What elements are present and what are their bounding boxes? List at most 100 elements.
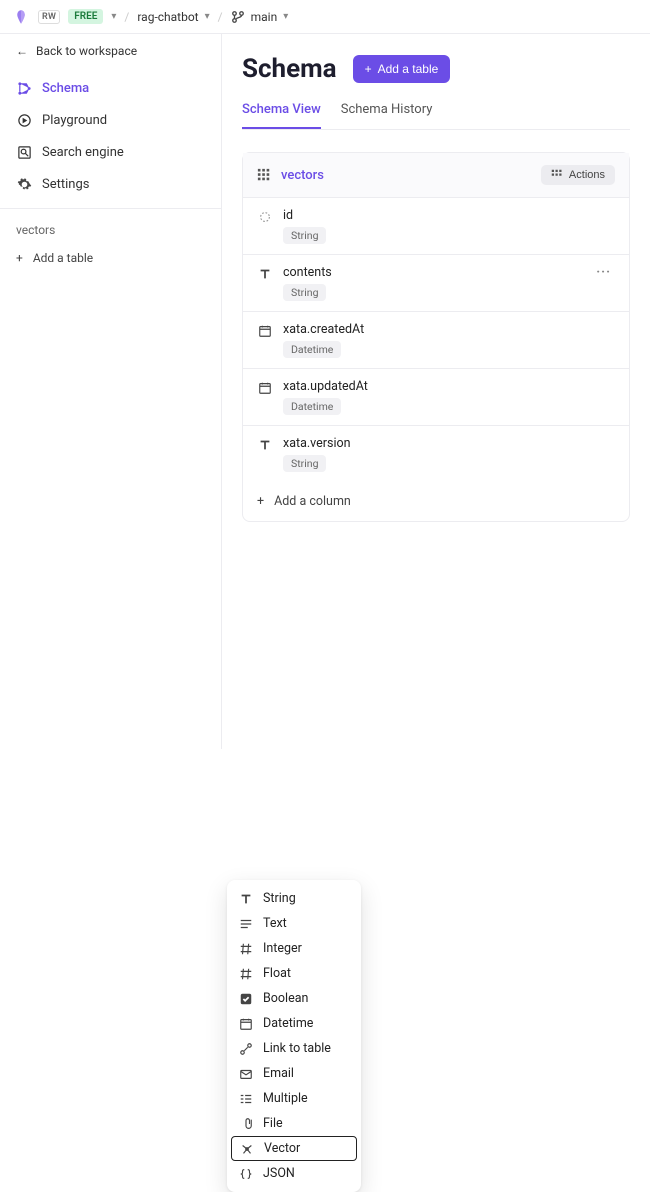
sidebar-item-search-engine[interactable]: Search engine: [0, 136, 221, 168]
column-name: xata.createdAt: [283, 322, 615, 337]
column-row[interactable]: xata.version String: [243, 426, 629, 482]
dropdown-item-vector[interactable]: Vector: [231, 1136, 357, 1161]
column-type: Datetime: [283, 398, 341, 415]
dropdown-item-label: File: [263, 1116, 283, 1131]
back-to-workspace[interactable]: ← Back to workspace: [0, 34, 221, 68]
dropdown-item-link-to-table[interactable]: Link to table: [227, 1036, 361, 1061]
column-row[interactable]: contents String ···: [243, 255, 629, 312]
dropdown-item-label: Datetime: [263, 1016, 313, 1031]
table-card: vectors Actions id String contents Strin…: [242, 152, 630, 522]
gear-icon: [16, 176, 32, 192]
actions-label: Actions: [569, 169, 605, 181]
check-icon: [239, 992, 253, 1006]
sidebar-item-schema[interactable]: Schema: [0, 72, 221, 104]
add-table-label: Add a table: [33, 251, 93, 265]
search-engine-icon: [16, 144, 32, 160]
column-type: String: [283, 455, 326, 472]
link-icon: [239, 1042, 253, 1056]
dropdown-item-multiple[interactable]: Multiple: [227, 1086, 361, 1111]
dropdown-item-label: Vector: [264, 1141, 300, 1156]
sidebar-add-table[interactable]: + Add a table: [0, 243, 221, 273]
mail-icon: [239, 1067, 253, 1081]
column-name: contents: [283, 265, 582, 280]
chevron-down-icon[interactable]: ▾: [111, 11, 116, 22]
plan-badge: FREE: [68, 9, 103, 24]
text-icon: [257, 437, 273, 453]
tab-schema-history[interactable]: Schema History: [341, 102, 433, 129]
dropdown-item-label: Float: [263, 966, 291, 981]
workspace-badge: RW: [38, 10, 60, 24]
hash-icon: [239, 967, 253, 981]
column-type: String: [283, 227, 326, 244]
dropdown-item-text[interactable]: Text: [227, 911, 361, 936]
lines-icon: [239, 917, 253, 931]
column-name: xata.updatedAt: [283, 379, 615, 394]
multi-icon: [239, 1092, 253, 1106]
dropdown-item-file[interactable]: File: [227, 1111, 361, 1136]
id-icon: [257, 209, 273, 225]
sidebar-item-label: Settings: [42, 177, 89, 192]
main-content: Schema + Add a table Schema View Schema …: [222, 34, 650, 749]
logo-icon: [12, 8, 30, 26]
arrow-left-icon: ←: [16, 44, 28, 58]
column-row[interactable]: xata.updatedAt Datetime: [243, 369, 629, 426]
sidebar-table-item[interactable]: vectors: [0, 213, 221, 243]
column-type: Datetime: [283, 341, 341, 358]
dropdown-item-label: Link to table: [263, 1041, 331, 1056]
actions-button[interactable]: Actions: [541, 165, 615, 185]
branch-crumb[interactable]: main ▾: [231, 10, 289, 24]
datetime-icon: [239, 1017, 253, 1031]
datetime-icon: [257, 380, 273, 396]
text-icon: [239, 892, 253, 906]
project-name: rag-chatbot: [137, 10, 198, 24]
add-column-row[interactable]: + Add a column String Text Integer Float…: [243, 482, 629, 521]
dropdown-item-label: Text: [263, 916, 287, 931]
dropdown-item-float[interactable]: Float: [227, 961, 361, 986]
dropdown-item-integer[interactable]: Integer: [227, 936, 361, 961]
datetime-icon: [257, 323, 273, 339]
dropdown-item-boolean[interactable]: Boolean: [227, 986, 361, 1011]
sidebar: ← Back to workspace Schema Playground: [0, 34, 222, 749]
dropdown-item-datetime[interactable]: Datetime: [227, 1011, 361, 1036]
add-table-button-label: Add a table: [378, 62, 439, 76]
branch-name: main: [251, 10, 278, 24]
project-crumb[interactable]: rag-chatbot ▾: [137, 10, 209, 24]
dropdown-item-json[interactable]: JSON: [227, 1161, 361, 1186]
dropdown-item-label: String: [263, 891, 296, 906]
tab-schema-view[interactable]: Schema View: [242, 102, 321, 129]
column-name: xata.version: [283, 436, 615, 451]
add-table-button[interactable]: + Add a table: [353, 55, 451, 83]
dropdown-item-email[interactable]: Email: [227, 1061, 361, 1086]
column-row[interactable]: id String: [243, 198, 629, 255]
column-name: id: [283, 208, 615, 223]
dropdown-item-label: Email: [263, 1066, 294, 1081]
vector-icon: [240, 1142, 254, 1156]
dropdown-item-label: Integer: [263, 941, 302, 956]
breadcrumb-separator: /: [218, 10, 223, 24]
table-icon: [257, 168, 271, 182]
sidebar-item-label: Search engine: [42, 145, 124, 160]
more-icon[interactable]: ···: [592, 265, 615, 280]
plus-icon: +: [16, 251, 23, 265]
branch-icon: [231, 10, 245, 24]
sidebar-item-playground[interactable]: Playground: [0, 104, 221, 136]
column-row[interactable]: xata.createdAt Datetime: [243, 312, 629, 369]
add-column-label: Add a column: [274, 494, 351, 509]
chevron-down-icon: ▾: [283, 11, 288, 22]
sidebar-item-label: Playground: [42, 113, 107, 128]
dropdown-item-label: JSON: [263, 1166, 295, 1181]
breadcrumb-separator: /: [124, 10, 129, 24]
sidebar-item-settings[interactable]: Settings: [0, 168, 221, 200]
chevron-down-icon: ▾: [205, 11, 210, 22]
text-icon: [257, 266, 273, 282]
json-icon: [239, 1167, 253, 1181]
back-label: Back to workspace: [36, 44, 137, 58]
dropdown-item-label: Boolean: [263, 991, 308, 1006]
plus-icon: +: [257, 494, 264, 509]
plus-icon: +: [365, 62, 372, 76]
dropdown-item-string[interactable]: String: [227, 886, 361, 911]
dropdown-item-label: Multiple: [263, 1091, 308, 1106]
hash-icon: [239, 942, 253, 956]
page-title: Schema: [242, 54, 337, 84]
table-name[interactable]: vectors: [281, 168, 324, 183]
